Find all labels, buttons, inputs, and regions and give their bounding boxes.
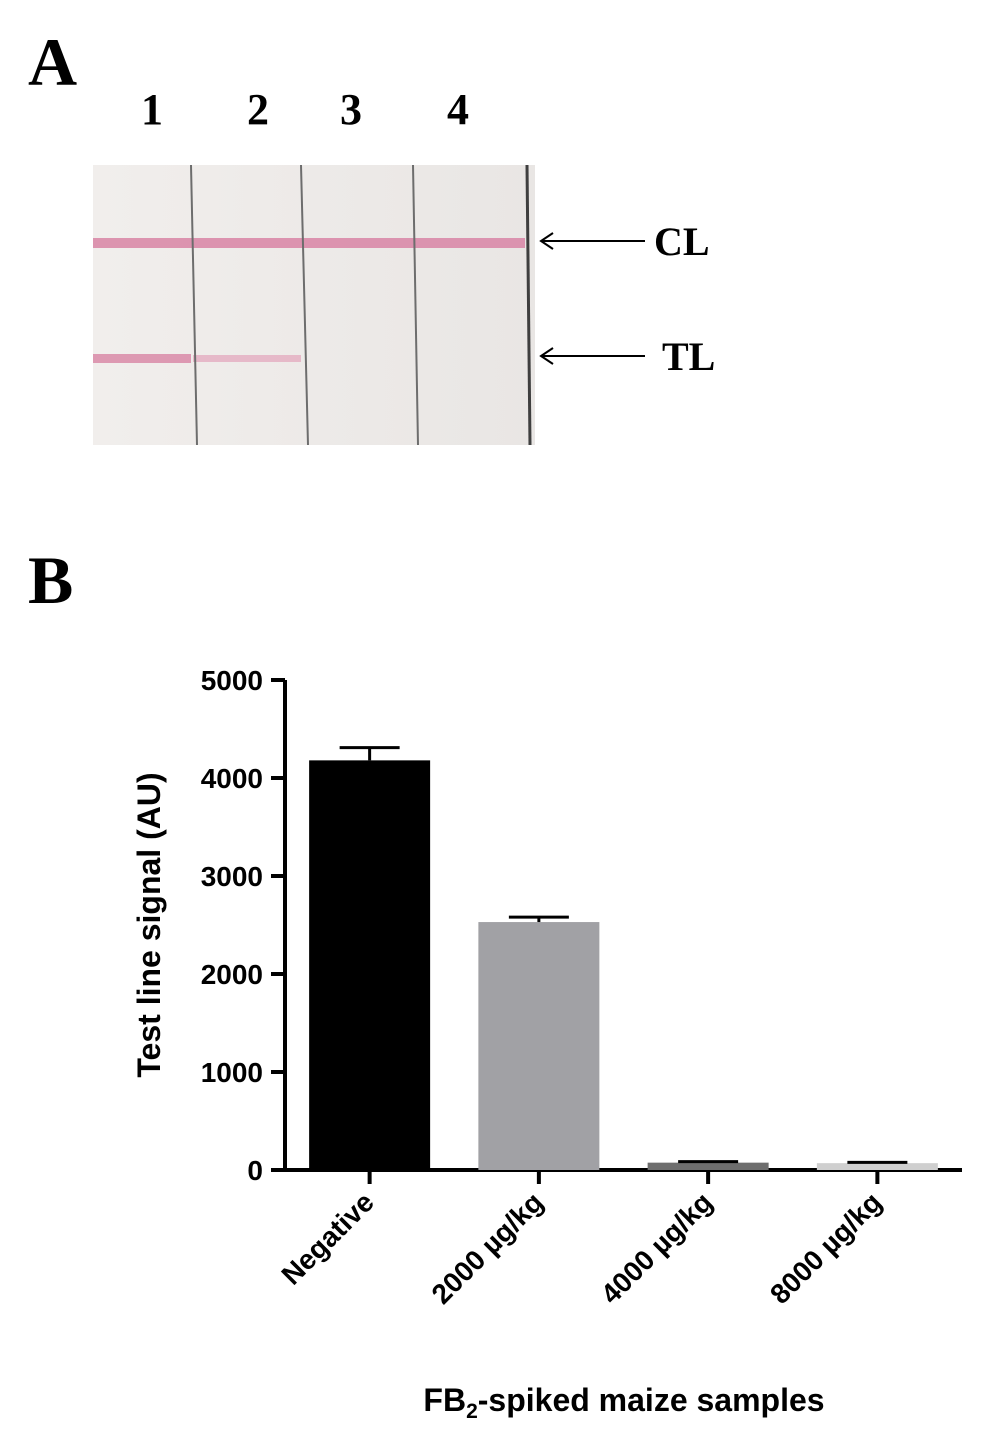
category-label-3: 8000 µg/kg: [764, 1186, 888, 1310]
x-axis-label: FB2-spiked maize samples: [423, 1382, 825, 1423]
y-tick-label-2: 2000: [201, 959, 263, 990]
y-tick-label-3: 3000: [201, 861, 263, 892]
bar-0: [309, 760, 431, 1170]
lane-number-4: 4: [447, 85, 469, 134]
panel-b-letter: B: [28, 542, 74, 618]
y-tick-label-5: 5000: [201, 665, 263, 696]
bar-2: [647, 1162, 769, 1170]
control-line-label: CL: [654, 219, 710, 264]
bar-3: [816, 1163, 938, 1170]
category-label-2: 4000 µg/kg: [595, 1186, 719, 1310]
test-strip-drawing: [93, 165, 535, 445]
lane-number-1: 1: [141, 85, 163, 134]
test-strip-photo: [93, 165, 535, 445]
test-line-band-strip-1: [93, 354, 191, 363]
tl-arrow: [539, 347, 645, 365]
category-label-1: 2000 µg/kg: [426, 1186, 550, 1310]
strip-divider-1: [190, 165, 198, 445]
strip-divider-4: [525, 165, 532, 445]
lane-number-2: 2: [247, 85, 269, 134]
panel-a-letter: A: [28, 24, 78, 100]
cl-arrow: [539, 232, 645, 250]
strip-background: [93, 165, 535, 445]
test-line-label: TL: [662, 334, 716, 379]
y-axis-label: Test line signal (AU): [131, 772, 167, 1077]
bar-1: [478, 922, 600, 1170]
y-tick-label-4: 4000: [201, 763, 263, 794]
lane-number-3: 3: [340, 85, 362, 134]
bar-chart: 0 1000 2000 3000 4000 5000 Test line signal (A…: [131, 665, 962, 1310]
strip-divider-2: [300, 165, 309, 445]
test-line-band-strip-2: [193, 355, 301, 362]
y-tick-label-1: 1000: [201, 1057, 263, 1088]
y-tick-label-0: 0: [247, 1155, 263, 1186]
control-line-band: [93, 238, 525, 248]
strip-divider-3: [412, 165, 419, 445]
category-label-0: Negative: [275, 1186, 379, 1290]
